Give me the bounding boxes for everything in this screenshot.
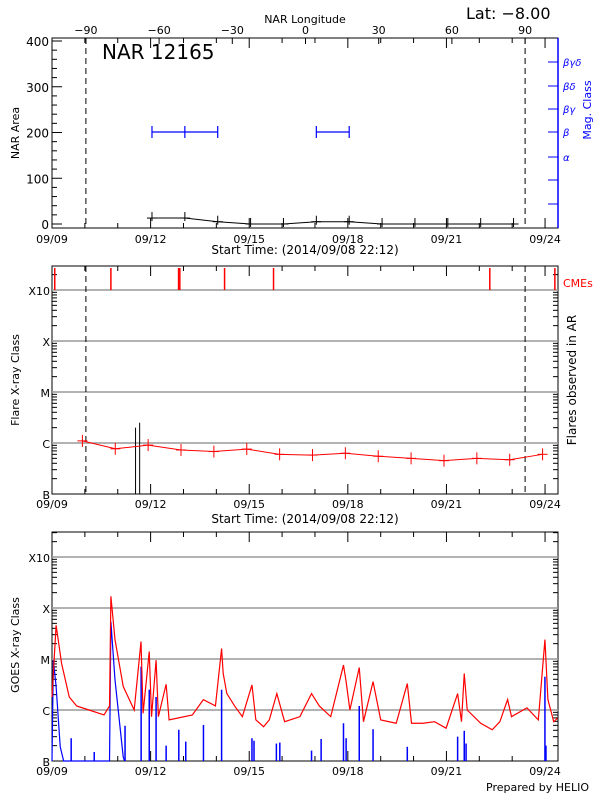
mag-class-label: α bbox=[563, 153, 570, 164]
y-tick-label: B bbox=[42, 489, 50, 502]
background-flux-point bbox=[438, 454, 449, 467]
goes-long-line bbox=[51, 596, 558, 731]
longitude-tick-label: −60 bbox=[147, 24, 170, 37]
background-flux-point bbox=[373, 450, 384, 463]
x-tick-label: 09/21 bbox=[431, 233, 463, 246]
background-flux-point bbox=[307, 449, 318, 462]
area-point bbox=[475, 218, 486, 227]
area-point bbox=[311, 215, 322, 225]
y-tick-label: X10 bbox=[28, 285, 50, 298]
area-point bbox=[146, 212, 157, 222]
x-tick-label: 09/09 bbox=[36, 498, 68, 511]
background-flux-point bbox=[77, 434, 88, 447]
y2-axis-title-mag-class: Mag. Class bbox=[581, 80, 594, 139]
y-tick-label: M bbox=[41, 654, 51, 667]
plot-frame bbox=[51, 531, 559, 762]
flare-class-panel: Flare X-ray Class Flares observed in AR … bbox=[9, 265, 593, 526]
area-point bbox=[212, 215, 223, 225]
background-flux-point bbox=[340, 447, 351, 460]
cme-label: CMEs bbox=[563, 277, 593, 290]
longitude-axis-title: NAR Longitude bbox=[264, 13, 346, 26]
x-tick-label: 09/12 bbox=[135, 498, 167, 511]
area-point bbox=[344, 215, 355, 225]
background-flux-point bbox=[537, 448, 548, 461]
y-tick-label: X10 bbox=[28, 552, 50, 565]
y-axis-title-area: NAR Area bbox=[9, 107, 22, 159]
y-tick-label: 400 bbox=[26, 35, 49, 49]
background-flux-point bbox=[274, 448, 285, 461]
longitude-tick-label: 0 bbox=[302, 24, 309, 37]
y-tick-label: M bbox=[41, 387, 51, 400]
y-tick-label: C bbox=[42, 705, 50, 718]
x-tick-label: 09/09 bbox=[36, 233, 68, 246]
mag-class-label: βδ bbox=[562, 82, 576, 93]
mag-class-label: βγδ bbox=[562, 58, 581, 69]
x-axis-title-start-time: Start Time: (2014/09/08 22:12) bbox=[211, 512, 398, 526]
plot-frame bbox=[51, 265, 559, 495]
y-tick-label: B bbox=[42, 756, 50, 769]
longitude-tick-label: 60 bbox=[445, 24, 459, 37]
x-tick-label: 09/24 bbox=[529, 233, 561, 246]
y-tick-label: C bbox=[42, 438, 50, 451]
background-flux-point bbox=[241, 443, 252, 456]
area-point bbox=[442, 218, 453, 227]
x-tick-label: 09/12 bbox=[135, 233, 167, 246]
background-flux-point bbox=[143, 439, 154, 452]
background-flux-point bbox=[176, 443, 187, 456]
y-axis-title-goes-class: GOES X-ray Class bbox=[9, 597, 22, 693]
x-tick-label: 09/21 bbox=[431, 498, 463, 511]
latitude-label: Lat: −8.00 bbox=[466, 4, 551, 23]
x-tick-label: 09/24 bbox=[529, 765, 561, 778]
y-tick-label: 200 bbox=[26, 127, 49, 141]
longitude-tick-label: 30 bbox=[372, 24, 386, 37]
x-tick-label: 09/15 bbox=[233, 233, 265, 246]
longitude-tick-label: −30 bbox=[221, 24, 244, 37]
background-flux-point bbox=[110, 442, 121, 455]
nar-area-panel: NAR Longitude Lat: −8.00 NAR 12165 NAR A… bbox=[9, 4, 594, 257]
credit-text: Prepared by HELIO bbox=[486, 781, 589, 794]
area-point bbox=[179, 212, 190, 222]
x-tick-label: 09/18 bbox=[332, 765, 364, 778]
x-tick-label: 09/18 bbox=[332, 233, 364, 246]
mag-class-label: β bbox=[562, 128, 570, 139]
y-tick-label: 100 bbox=[26, 172, 49, 186]
area-point bbox=[245, 218, 256, 227]
x-tick-label: 09/09 bbox=[36, 765, 68, 778]
background-flux-point bbox=[471, 452, 482, 465]
longitude-tick-label: −90 bbox=[74, 24, 97, 37]
x-tick-label: 09/15 bbox=[233, 498, 265, 511]
y-tick-label: X bbox=[42, 603, 50, 616]
area-point bbox=[508, 218, 519, 227]
background-flux-point bbox=[208, 445, 219, 458]
y-tick-label: 300 bbox=[26, 81, 49, 95]
area-line bbox=[151, 217, 514, 225]
nar-title: NAR 12165 bbox=[102, 40, 215, 64]
x-tick-label: 09/15 bbox=[233, 765, 265, 778]
y2-axis-title-flares-in-ar: Flares observed in AR bbox=[565, 315, 579, 445]
longitude-tick-label: 90 bbox=[518, 24, 532, 37]
mag-class-label: βγ bbox=[562, 105, 576, 116]
x-axis-title-start-time: Start Time: (2014/09/08 22:12) bbox=[211, 243, 398, 257]
area-point bbox=[409, 218, 420, 227]
background-flux-point bbox=[504, 453, 515, 466]
y-tick-label: 0 bbox=[41, 218, 49, 232]
y-tick-label: X bbox=[42, 336, 50, 349]
y-axis-title-flare-class: Flare X-ray Class bbox=[9, 334, 22, 426]
x-tick-label: 09/12 bbox=[135, 765, 167, 778]
goes-short-line bbox=[51, 621, 126, 762]
goes-xray-panel: GOES X-ray Class Prepared by HELIO B C M X X… bbox=[9, 531, 589, 794]
x-tick-label: 09/21 bbox=[431, 765, 463, 778]
background-flux-point bbox=[406, 452, 417, 465]
area-point bbox=[278, 218, 289, 227]
x-tick-label: 09/24 bbox=[529, 498, 561, 511]
area-point bbox=[377, 218, 388, 227]
x-tick-label: 09/18 bbox=[332, 498, 364, 511]
